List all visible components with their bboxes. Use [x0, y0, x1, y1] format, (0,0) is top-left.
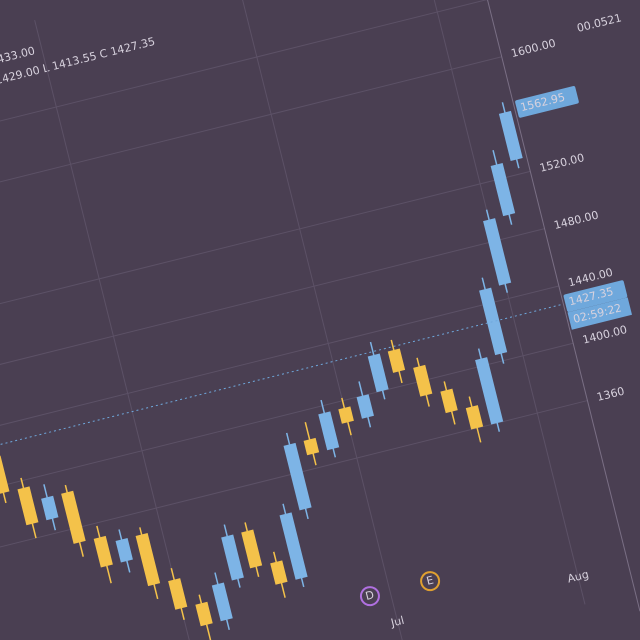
candle-body: [93, 535, 113, 568]
candle-body: [115, 538, 133, 563]
x-tick-label: Jul: [389, 614, 406, 630]
event-marker: [359, 586, 380, 607]
candle-body: [338, 406, 354, 424]
candle-body: [367, 353, 389, 393]
candle-body: [483, 218, 512, 286]
candle-body: [221, 534, 244, 581]
candle-body: [270, 560, 288, 585]
candle-body: [387, 348, 406, 373]
grid-line: [0, 56, 502, 232]
candle-body: [479, 287, 508, 356]
candle-body: [211, 582, 233, 622]
candle-body: [135, 533, 161, 587]
x-tick-label: Aug: [566, 568, 590, 586]
candle-body: [283, 442, 312, 511]
grid-line: [0, 228, 545, 404]
grid-line: [0, 170, 531, 347]
current-price-box: [563, 280, 628, 312]
candle-body: [475, 357, 504, 425]
candle-body: [465, 405, 484, 430]
candle-body: [279, 512, 308, 580]
candle-body: [241, 529, 263, 569]
candle-body: [195, 601, 213, 627]
candle-body: [61, 490, 86, 544]
event-label: D: [364, 588, 375, 603]
candle-body: [490, 163, 516, 217]
candle-body: [440, 388, 458, 414]
candle-body: [356, 394, 374, 419]
candle-body: [498, 110, 523, 162]
candle-body: [0, 455, 10, 495]
last-price-box: [515, 86, 579, 118]
event-label: E: [425, 573, 435, 587]
current-price-line: [0, 303, 564, 479]
price-axis-border: [460, 0, 640, 612]
grid-line: [234, 0, 406, 640]
candle-body: [318, 411, 340, 451]
candle-body: [168, 578, 188, 610]
grid-line: [0, 0, 488, 175]
grid-line: [0, 342, 574, 518]
candle-body: [41, 495, 59, 521]
candle-wick: [0, 445, 7, 504]
candle-body: [413, 364, 433, 397]
countdown-box: [567, 297, 633, 330]
candle-body: [303, 437, 320, 456]
candle-body: [17, 486, 39, 526]
grid-line: [0, 285, 559, 461]
event-marker: [420, 571, 441, 592]
grid-line: [0, 400, 588, 576]
